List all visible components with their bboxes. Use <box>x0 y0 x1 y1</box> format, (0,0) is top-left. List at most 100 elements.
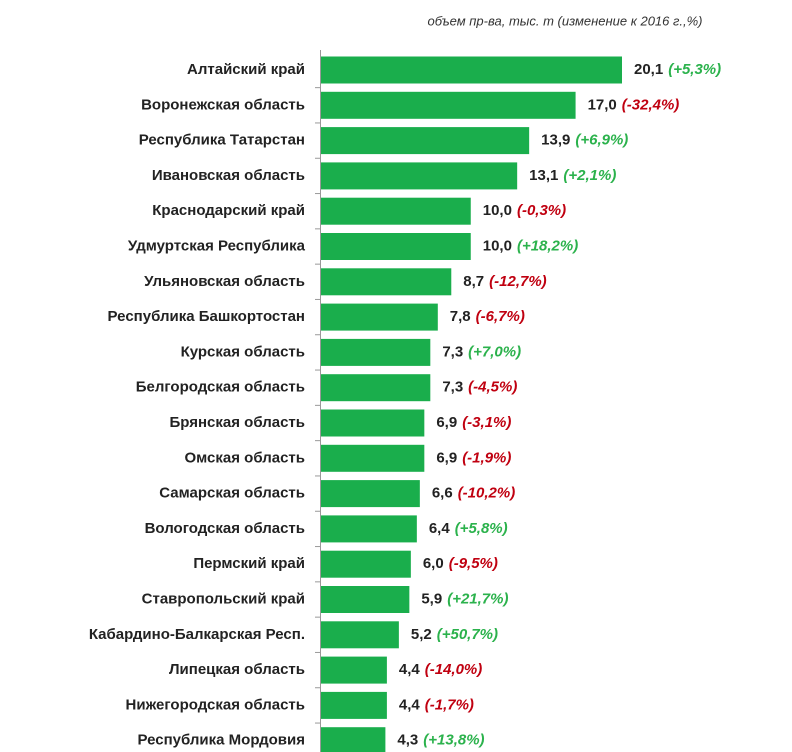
change-label: (+6,9%) <box>575 132 628 149</box>
value-label: 4,4 <box>399 696 421 713</box>
change-label: (-6,7%) <box>476 308 525 325</box>
bar <box>321 162 518 190</box>
change-label: (-1,7%) <box>425 696 474 713</box>
category-label: Липецкая область <box>169 661 305 678</box>
value-label: 6,9 <box>436 414 457 431</box>
value-label: 6,9 <box>436 449 457 466</box>
data-label: 10,0 (-0,3%) <box>483 202 566 219</box>
value-label: 4,4 <box>399 661 421 678</box>
data-label: 6,6 (-10,2%) <box>432 485 515 502</box>
bar <box>321 374 431 402</box>
bar <box>321 233 471 260</box>
category-label: Белгородская область <box>136 379 305 396</box>
change-label: (+13,8%) <box>423 732 484 749</box>
value-label: 13,9 <box>541 132 570 149</box>
change-label: (+7,0%) <box>468 343 521 360</box>
value-label: 6,0 <box>423 555 444 572</box>
bar <box>321 727 386 752</box>
bar <box>321 197 471 225</box>
value-label: 20,1 <box>634 61 663 78</box>
change-label: (-32,4%) <box>622 96 680 113</box>
change-label: (-1,9%) <box>462 449 511 466</box>
bar <box>321 127 530 155</box>
category-label: Алтайский край <box>187 61 305 78</box>
category-label: Кабардино-Балкарская Респ. <box>89 626 305 643</box>
data-label: 13,9 (+6,9%) <box>541 132 628 149</box>
data-label: 6,4 (+5,8%) <box>429 520 508 537</box>
chart-subtitle: объем пр-ва, тыс. т (изменение к 2016 г.… <box>427 13 702 28</box>
bar <box>321 621 399 649</box>
data-label: 7,3 (-4,5%) <box>442 379 517 396</box>
category-label: Краснодарский край <box>152 202 305 219</box>
change-label: (+2,1%) <box>563 167 616 184</box>
data-label: 17,0 (-32,4%) <box>588 96 680 113</box>
value-label: 7,3 <box>442 379 463 396</box>
value-label: 13,1 <box>529 167 558 184</box>
category-label: Удмуртская Республика <box>128 237 306 254</box>
data-label: 5,2 (+50,7%) <box>411 626 498 643</box>
change-label: (+18,2%) <box>517 237 578 254</box>
category-label: Вологодская область <box>145 520 305 537</box>
value-label: 7,8 <box>450 308 471 325</box>
data-label: 7,8 (-6,7%) <box>450 308 525 325</box>
change-label: (+21,7%) <box>447 590 508 607</box>
value-label: 8,7 <box>463 273 484 290</box>
category-label: Республика Татарстан <box>139 132 305 149</box>
data-label: 10,0 (+18,2%) <box>483 237 578 254</box>
data-label: 5,9 (+21,7%) <box>421 590 508 607</box>
bar <box>321 268 452 296</box>
change-label: (-3,1%) <box>462 414 511 431</box>
value-label: 7,3 <box>442 343 463 360</box>
data-label: 6,9 (-1,9%) <box>436 449 511 466</box>
category-label: Воронежская область <box>141 96 305 113</box>
category-label: Самарская область <box>159 485 305 502</box>
value-label: 4,3 <box>397 732 418 749</box>
change-label: (-12,7%) <box>489 273 547 290</box>
category-label: Ульяновская область <box>144 273 305 290</box>
data-label: 13,1 (+2,1%) <box>529 167 616 184</box>
change-label: (-0,3%) <box>517 202 566 219</box>
bar <box>321 56 622 84</box>
change-label: (+5,8%) <box>455 520 508 537</box>
bar <box>321 480 420 508</box>
value-label: 6,6 <box>432 485 453 502</box>
change-label: (+50,7%) <box>437 626 498 643</box>
data-label: 6,0 (-9,5%) <box>423 555 498 572</box>
value-label: 10,0 <box>483 202 512 219</box>
category-label: Омская область <box>184 449 305 466</box>
change-label: (-14,0%) <box>425 661 483 678</box>
bar <box>321 303 438 331</box>
bar <box>321 409 425 437</box>
bar <box>321 338 431 366</box>
data-label: 7,3 (+7,0%) <box>442 343 521 360</box>
value-label: 6,4 <box>429 520 451 537</box>
bar <box>321 691 387 719</box>
data-label: 4,4 (-1,7%) <box>399 696 474 713</box>
bar <box>321 586 410 613</box>
data-label: 4,3 (+13,8%) <box>397 732 484 749</box>
category-label: Пермский край <box>193 555 305 572</box>
change-label: (-10,2%) <box>458 485 516 502</box>
category-label: Курская область <box>181 343 305 360</box>
data-label: 4,4 (-14,0%) <box>399 661 482 678</box>
data-label: 6,9 (-3,1%) <box>436 414 511 431</box>
category-label: Брянская область <box>169 414 305 431</box>
value-label: 5,9 <box>421 590 442 607</box>
value-label: 17,0 <box>588 96 617 113</box>
category-label: Ивановская область <box>152 167 305 184</box>
change-label: (+5,3%) <box>668 61 721 78</box>
value-label: 5,2 <box>411 626 432 643</box>
change-label: (-9,5%) <box>449 555 498 572</box>
bar <box>321 515 417 543</box>
category-label: Ставропольский край <box>142 590 305 607</box>
change-label: (-4,5%) <box>468 379 517 396</box>
category-label: Нижегородская область <box>126 696 305 713</box>
bar <box>321 91 576 119</box>
bar <box>321 444 425 472</box>
data-label: 20,1 (+5,3%) <box>634 61 721 78</box>
bar <box>321 550 411 578</box>
category-label: Республика Башкортостан <box>108 308 305 325</box>
category-label: Республика Мордовия <box>137 732 305 749</box>
data-label: 8,7 (-12,7%) <box>463 273 546 290</box>
